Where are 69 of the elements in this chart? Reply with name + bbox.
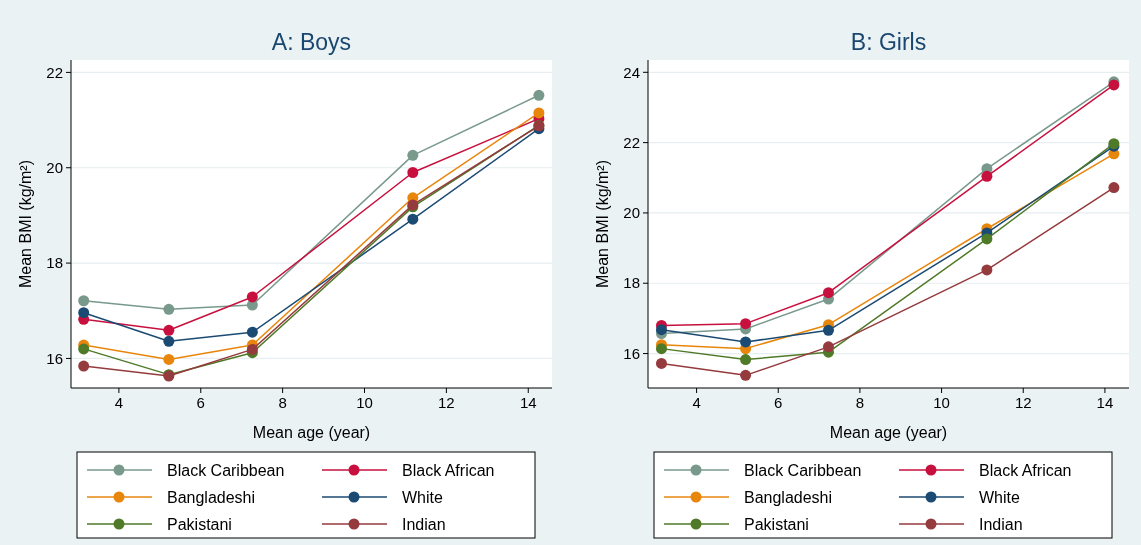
x-axis-title: Mean age (year): [252, 424, 371, 441]
point: [78, 343, 90, 355]
point: [655, 357, 667, 369]
point: [78, 360, 90, 372]
point: [246, 291, 258, 303]
y-tick-label: 16: [623, 344, 640, 362]
x-tick-label: 14: [1096, 394, 1114, 411]
y-tick-label: 24: [623, 63, 640, 81]
y-tick-label: 22: [46, 63, 63, 81]
point: [1108, 182, 1120, 194]
point: [163, 335, 175, 347]
point: [822, 324, 834, 336]
point: [246, 343, 258, 355]
point: [407, 149, 419, 161]
legend-label: Black Caribbean: [744, 461, 862, 479]
chart-title: B: Girls: [850, 29, 927, 55]
point: [78, 295, 90, 307]
point: [822, 341, 834, 353]
x-axis-title: Mean age (year): [829, 424, 948, 441]
legend-label: Pakistani: [744, 515, 809, 533]
point: [981, 264, 993, 276]
legend-label: Black African: [402, 461, 495, 479]
point: [655, 324, 667, 336]
y-tick-label: 22: [623, 133, 640, 151]
x-tick-label: 14: [519, 394, 537, 411]
x-tick-label: 8: [855, 394, 865, 411]
point: [981, 170, 993, 182]
point: [822, 287, 834, 299]
legend-label: Black African: [979, 461, 1072, 479]
x-tick-label: 6: [196, 394, 205, 411]
legend-label: Indian: [979, 515, 1023, 533]
point: [407, 213, 419, 225]
legend-label: Pakistani: [167, 515, 232, 533]
chart-title: A: Boys: [271, 29, 352, 55]
point: [740, 318, 752, 330]
y-tick-label: 20: [623, 204, 640, 222]
legend-label: White: [402, 488, 443, 506]
x-tick-label: 8: [278, 394, 287, 411]
x-tick-label: 4: [692, 394, 701, 411]
legend-label: Bangladeshi: [167, 488, 256, 506]
point: [163, 303, 175, 315]
y-axis-title: Mean BMI (kg/m²): [594, 159, 611, 289]
point: [78, 307, 90, 319]
point: [533, 89, 545, 101]
x-tick-label: 12: [1014, 394, 1032, 411]
x-tick-label: 10: [933, 394, 950, 411]
x-tick-label: 4: [114, 394, 124, 411]
point: [655, 343, 667, 355]
x-tick-label: 10: [356, 394, 373, 411]
point: [163, 324, 175, 336]
point: [163, 353, 175, 365]
x-tick-label: 12: [438, 394, 455, 411]
legend-label: Black Caribbean: [167, 461, 285, 479]
point: [981, 233, 993, 245]
y-tick-label: 18: [46, 254, 63, 272]
y-tick-label: 20: [46, 158, 63, 176]
legend-label: Indian: [402, 515, 446, 533]
point: [533, 107, 545, 119]
point: [740, 354, 752, 366]
y-tick-label: 16: [46, 349, 63, 367]
legend-label: White: [979, 488, 1020, 506]
point: [246, 326, 258, 338]
x-tick-label: 6: [774, 394, 783, 411]
y-axis-title: Mean BMI (kg/m²): [17, 159, 34, 289]
point: [740, 369, 752, 381]
y-tick-label: 18: [623, 274, 640, 292]
point: [740, 336, 752, 348]
point: [407, 167, 419, 179]
legend-label: Bangladeshi: [744, 488, 833, 506]
